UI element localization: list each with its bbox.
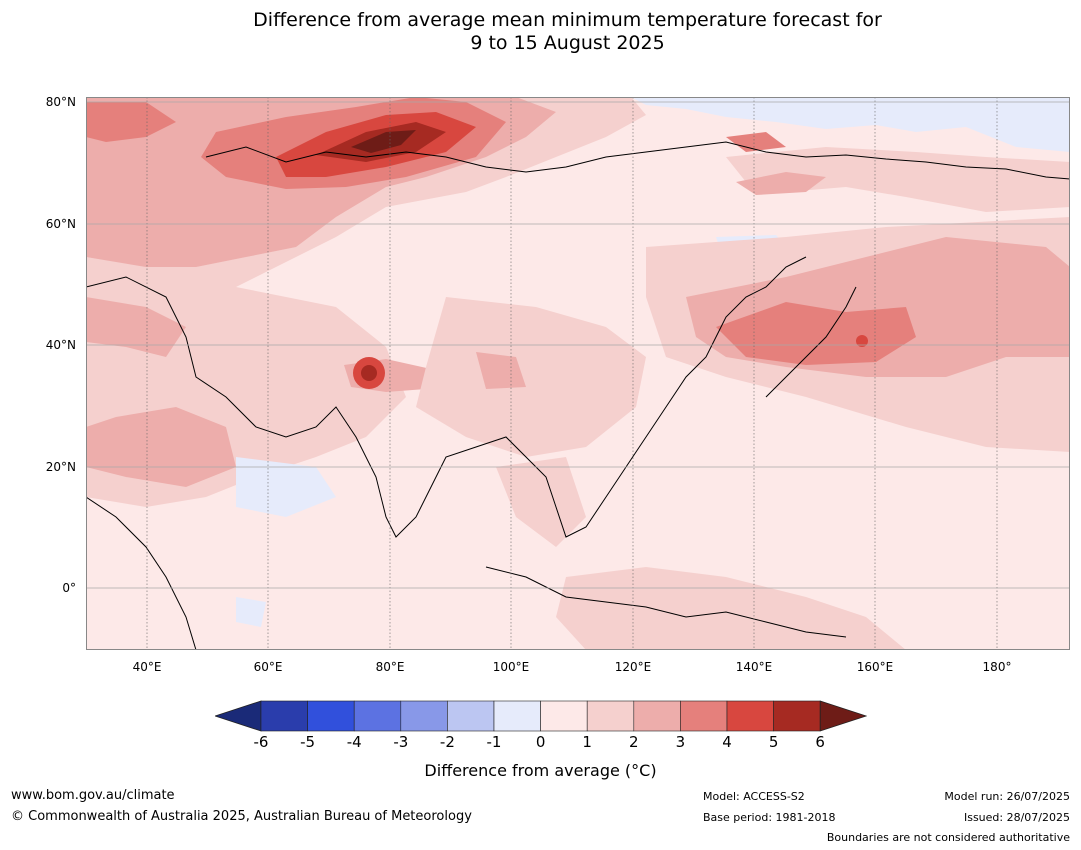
anomaly-map-svg bbox=[86, 97, 1070, 650]
colorbar-segment bbox=[586, 700, 635, 732]
coastlines bbox=[86, 141, 1070, 650]
colorbar-segment bbox=[773, 700, 821, 732]
lat-label-80n: 80°N bbox=[45, 95, 76, 109]
colorbar-tick-label: 4 bbox=[722, 733, 732, 751]
footer-issued: Issued: 28/07/2025 bbox=[963, 811, 1070, 824]
colorbar-tick-label: -1 bbox=[486, 733, 502, 751]
anomaly-region-indochina-1to2 bbox=[496, 457, 586, 547]
anomaly-region-eastsiberia-2to3 bbox=[736, 172, 826, 195]
colorbar-tick-label: 5 bbox=[768, 733, 779, 751]
colorbar-segment bbox=[353, 700, 402, 732]
lat-label-20n: 20°N bbox=[45, 460, 76, 474]
graticule-parallels bbox=[86, 101, 1070, 589]
colorbar-tick-label: -3 bbox=[393, 733, 409, 751]
footer-copyright: © Commonwealth of Australia 2025, Austra… bbox=[11, 809, 472, 824]
colorbar-segments bbox=[215, 700, 867, 732]
colorbar-tick-label: -6 bbox=[253, 733, 269, 751]
colorbar-segment bbox=[540, 700, 588, 732]
colorbar-tick-label: 2 bbox=[629, 733, 639, 751]
japan-coastline bbox=[765, 286, 857, 398]
anomaly-region-arctic-negative bbox=[631, 97, 1070, 152]
anomaly-region-indianocean-negative bbox=[236, 597, 266, 627]
anomaly-hotspot-pacific-4to5 bbox=[856, 335, 868, 347]
title-line-1: Difference from average mean minimum tem… bbox=[253, 9, 882, 31]
colorbar-extend-high bbox=[819, 700, 867, 732]
indonesia-coastline bbox=[485, 566, 847, 638]
anomaly-region-eastsiberia-3to4 bbox=[726, 132, 786, 152]
colorbar-tick-label: 3 bbox=[675, 733, 686, 751]
colorbar-segment bbox=[447, 700, 495, 732]
footer-base-period: Base period: 1981-2018 bbox=[703, 811, 836, 824]
colorbar bbox=[215, 700, 867, 732]
map-area[interactable] bbox=[86, 97, 1070, 650]
anomaly-region-eastsiberia-1to2 bbox=[726, 147, 1070, 212]
colorbar-tick-label: -2 bbox=[439, 733, 455, 751]
lat-label-60n: 60°N bbox=[45, 217, 76, 231]
lon-label-100e: 100°E bbox=[492, 660, 530, 674]
anomaly-region-westsiberia-over6 bbox=[351, 130, 416, 153]
anomaly-region-china-2to3 bbox=[476, 352, 526, 389]
lon-label-80e: 80°E bbox=[375, 660, 405, 674]
footer-url[interactable]: www.bom.gov.au/climate bbox=[11, 788, 175, 803]
anomaly-region-china-1to2 bbox=[416, 297, 646, 457]
lon-label-180: 180° bbox=[982, 660, 1012, 674]
lon-label-60e: 60°E bbox=[253, 660, 283, 674]
colorbar-tick-label: 6 bbox=[815, 733, 825, 751]
anomaly-region-arabiansea-negative bbox=[236, 457, 336, 517]
footer-disclaimer: Boundaries are not considered authoritat… bbox=[826, 831, 1070, 844]
colorbar-tick-label: 0 bbox=[535, 733, 546, 751]
anomaly-region-europe-3to4 bbox=[86, 102, 176, 142]
footer-model-run: Model run: 26/07/2025 bbox=[944, 790, 1070, 803]
asia-south-coastline bbox=[86, 256, 807, 538]
lon-label-40e: 40°E bbox=[132, 660, 162, 674]
colorbar-segment bbox=[493, 700, 541, 732]
anomaly-region-japan-3to4 bbox=[716, 302, 916, 365]
colorbar-extend-low bbox=[215, 700, 262, 732]
colorbar-segment bbox=[726, 700, 774, 732]
lat-label-0: 0° bbox=[62, 581, 76, 595]
lon-label-140e: 140°E bbox=[735, 660, 773, 674]
colorbar-segment bbox=[633, 700, 681, 732]
colorbar-segment bbox=[307, 700, 355, 732]
colorbar-label: Difference from average (°C) bbox=[424, 761, 657, 780]
colorbar-segment bbox=[680, 700, 728, 732]
arctic-coastline bbox=[205, 141, 1070, 180]
lon-label-160e: 160°E bbox=[856, 660, 894, 674]
anomaly-region-caspian-2to3 bbox=[86, 297, 186, 357]
lat-label-40n: 40°N bbox=[45, 338, 76, 352]
colorbar-tick-label: 1 bbox=[582, 733, 592, 751]
colorbar-segment bbox=[260, 700, 308, 732]
lon-label-120e: 120°E bbox=[614, 660, 652, 674]
map-title: Difference from average mean minimum tem… bbox=[0, 9, 1081, 55]
footer-model: Model: ACCESS-S2 bbox=[703, 790, 805, 803]
colorbar-tick-label: -4 bbox=[346, 733, 362, 751]
colorbar-segment bbox=[400, 700, 448, 732]
graticule-meridians bbox=[146, 97, 998, 650]
africa-coastline bbox=[86, 496, 197, 650]
colorbar-tick-label: -5 bbox=[300, 733, 316, 751]
title-line-2: 9 to 15 August 2025 bbox=[470, 32, 665, 54]
anomaly-hotspot-tibet-5to6 bbox=[361, 365, 377, 381]
